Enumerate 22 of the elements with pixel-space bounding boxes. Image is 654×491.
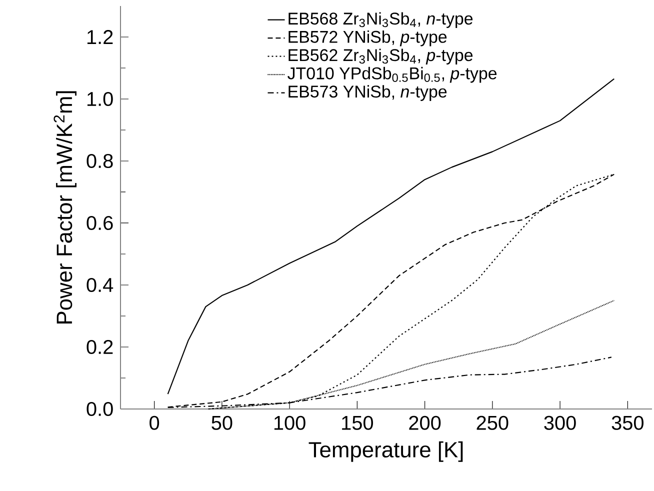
legend-label: EB573 YNiSb, n-type <box>288 85 447 101</box>
x-axis-title: Temperature [K] <box>308 441 463 462</box>
y-tick-label: 0.8 <box>86 154 113 168</box>
x-tick-label: 200 <box>409 416 441 430</box>
y-axis-title: Power Factor [mW/K$^{2}$m] <box>54 91 76 324</box>
legend-label: EB572 YNiSb, p-type <box>288 30 447 46</box>
y-tick-label: 0.4 <box>86 278 114 292</box>
y-tick-label: 0.2 <box>86 340 113 354</box>
x-tick-label: 0 <box>150 416 160 430</box>
text: EB562 Zr$_{3}$Ni$_{3}$Sb$_{4}$, p-type <box>288 48 473 64</box>
y-tick-label: 1.0 <box>87 92 113 106</box>
x-tick-label: 300 <box>544 416 576 430</box>
x-tick-label: 100 <box>274 416 306 430</box>
y-tick-label: 0.6 <box>86 216 113 230</box>
x-tick-label: 250 <box>476 416 508 430</box>
y-tick-label: 1.2 <box>87 30 113 44</box>
x-tick-label: 150 <box>342 416 374 430</box>
text: EB568 Zr$_{3}$Ni$_{3}$Sb$_{4}$, n-type <box>288 12 473 28</box>
y-tick-label: 0.0 <box>86 402 113 416</box>
legend-label: JT010 YPdSb$_{0.5}$Bi$_{0.5}$, p-type <box>288 66 497 83</box>
x-tick-label: 350 <box>612 416 644 430</box>
x-tick-label: 50 <box>212 416 232 430</box>
